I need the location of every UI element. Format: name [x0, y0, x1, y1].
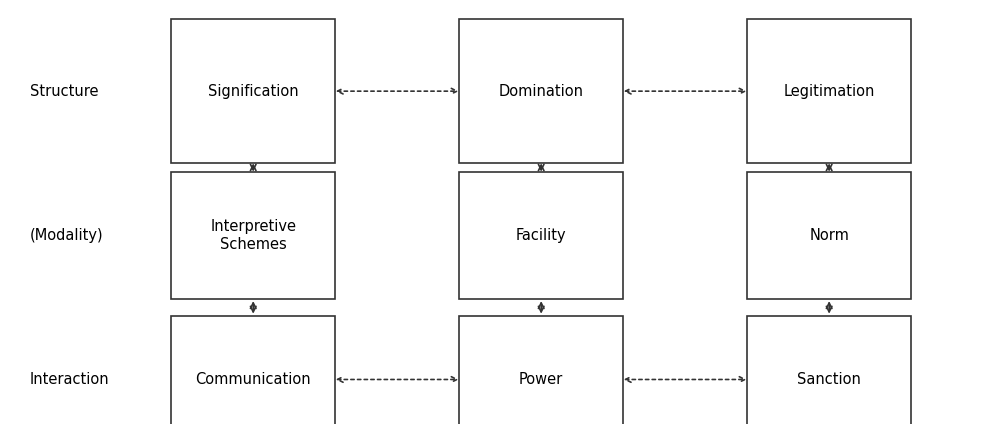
Text: (Modality): (Modality)	[30, 228, 103, 243]
Text: Facility: Facility	[516, 228, 566, 243]
FancyBboxPatch shape	[747, 172, 912, 299]
Text: Signification: Signification	[208, 84, 299, 99]
FancyBboxPatch shape	[171, 19, 336, 163]
Text: Norm: Norm	[809, 228, 849, 243]
Text: Sanction: Sanction	[797, 372, 861, 387]
FancyBboxPatch shape	[747, 19, 912, 163]
Text: Power: Power	[519, 372, 563, 387]
Text: Interaction: Interaction	[30, 372, 109, 387]
Text: Structure: Structure	[30, 84, 98, 99]
FancyBboxPatch shape	[459, 19, 624, 163]
Text: Domination: Domination	[498, 84, 584, 99]
FancyBboxPatch shape	[171, 316, 336, 424]
FancyBboxPatch shape	[747, 316, 912, 424]
Text: Communication: Communication	[196, 372, 311, 387]
FancyBboxPatch shape	[459, 316, 624, 424]
Text: Interpretive
Schemes: Interpretive Schemes	[211, 219, 296, 251]
FancyBboxPatch shape	[459, 172, 624, 299]
Text: Legitimation: Legitimation	[783, 84, 875, 99]
FancyBboxPatch shape	[171, 172, 336, 299]
